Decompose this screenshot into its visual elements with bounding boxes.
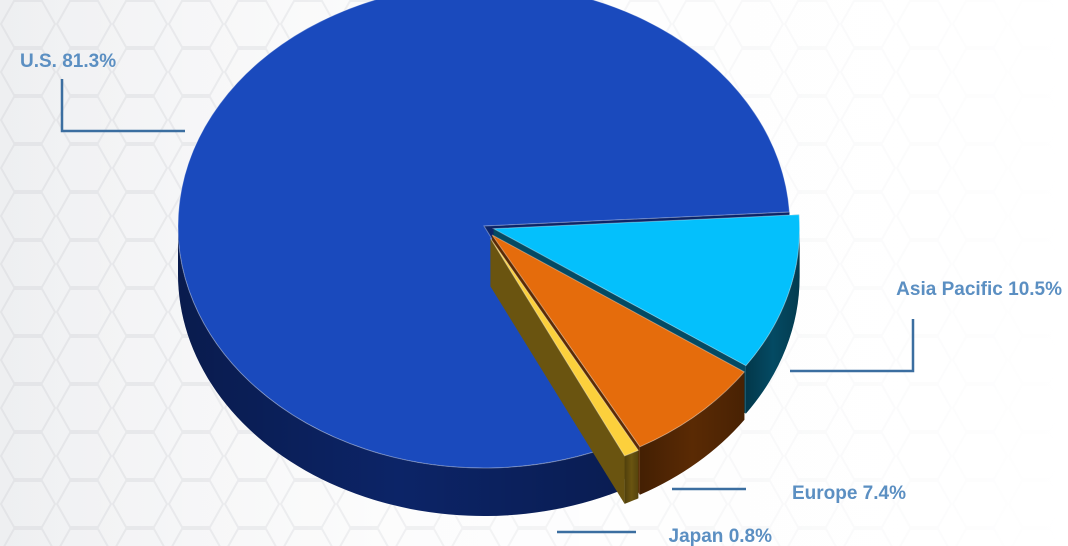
data-label-europe: Europe 7.4%: [792, 483, 906, 504]
data-label-asia-pacific: Asia Pacific 10.5%: [896, 279, 1062, 300]
leader-line-us: [60, 79, 185, 133]
data-label-japan: Japan 0.8%: [669, 526, 773, 546]
pie-slice-japan: [490, 238, 640, 504]
leader-line-asia-pacific: [790, 319, 915, 373]
data-label-us: U.S. 81.3%: [20, 51, 116, 72]
